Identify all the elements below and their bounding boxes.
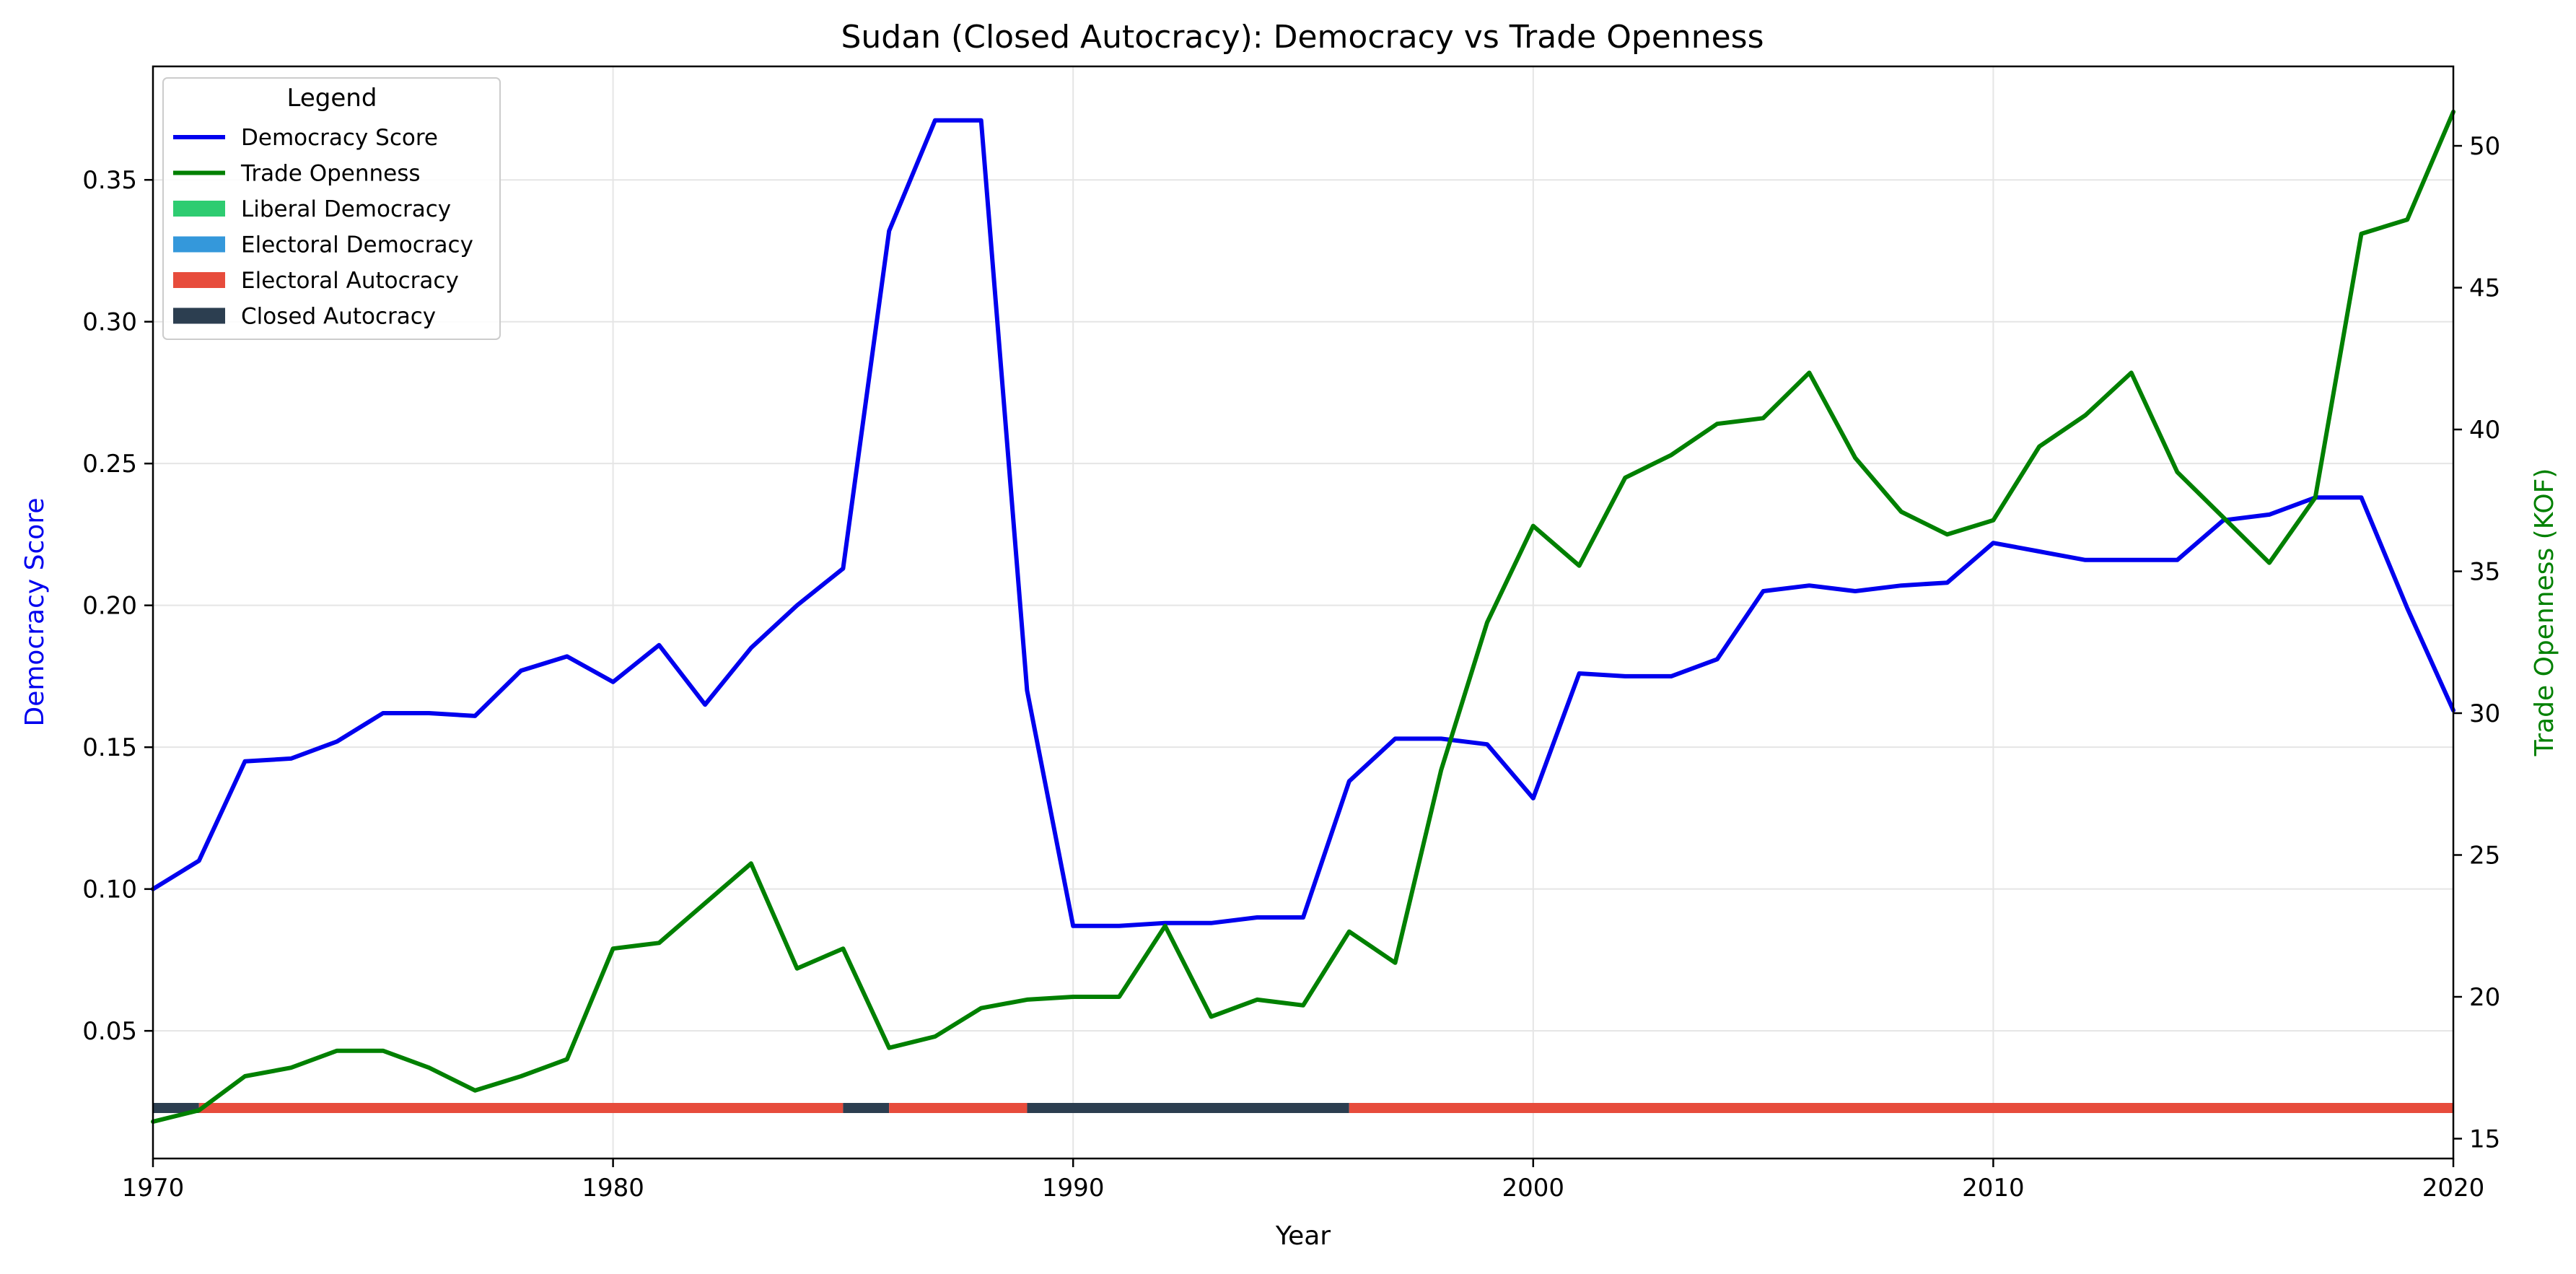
legend-swatch-patch [173,201,225,217]
trade-openness-line [151,109,2455,1124]
x-tick-label: 1970 [122,1174,185,1203]
grid [152,66,2454,1159]
y-right-tick-label: 30 [2469,699,2500,728]
chart-title: Sudan (Closed Autocracy): Democracy vs T… [841,19,1764,56]
legend-label: Closed Autocracy [241,304,436,330]
y-left-tick-label: 0.20 [82,592,137,621]
y-right-tick-label: 20 [2469,983,2500,1012]
regime-band [843,1103,890,1113]
y-axis-right-title: Trade Openness (KOF) [2530,468,2559,757]
y-right-tick-label: 40 [2469,416,2500,445]
y-right-tick-label: 45 [2469,274,2500,303]
y-axis-left: 0.05 0.10 0.15 0.20 0.25 0.30 0.35 [82,166,153,1046]
legend-label: Electoral Democracy [241,232,473,258]
x-tick-label: 1990 [1042,1174,1105,1203]
y-left-tick-label: 0.10 [82,876,137,904]
y-left-tick-label: 0.35 [82,166,137,195]
regime-band [198,1103,844,1113]
x-tick-label: 2010 [1962,1174,2025,1203]
y-axis-left-title: Democracy Score [20,498,50,727]
x-tick-label: 2020 [2422,1174,2485,1203]
series-lines [151,109,2455,1124]
legend-swatch-patch [173,307,225,324]
legend-title: Legend [287,84,377,113]
democracy-score-line [151,118,2455,928]
legend-swatch-patch [173,272,225,288]
regime-bands [153,1103,2453,1113]
regime-band [1027,1103,1349,1113]
plot-frame [152,65,2455,1160]
y-axis-right: 15 20 25 30 35 40 45 50 [2453,132,2500,1153]
regime-band [889,1103,1028,1113]
y-left-tick-label: 0.30 [82,308,137,337]
regime-band [1349,1103,2453,1113]
y-right-tick-label: 15 [2469,1125,2500,1153]
regime-band [153,1103,199,1113]
x-tick-label: 1980 [582,1174,644,1203]
legend-label: Trade Openness [240,161,421,187]
y-right-tick-label: 25 [2469,842,2500,871]
legend-label: Liberal Democracy [241,196,451,222]
legend-box [162,77,501,340]
y-left-tick-label: 0.15 [82,733,137,762]
legend-swatch-patch [173,236,225,253]
legend: Legend Democracy Score Trade Openness Libe… [162,77,501,340]
y-left-tick-label: 0.25 [82,450,137,479]
y-left-tick-label: 0.05 [82,1017,137,1046]
legend-label: Democracy Score [241,125,438,151]
legend-label: Electoral Autocracy [241,268,459,294]
x-tick-label: 2000 [1502,1174,1565,1203]
y-right-tick-label: 35 [2469,558,2500,587]
y-right-tick-label: 50 [2469,132,2500,161]
x-axis: 1970 1980 1990 2000 2010 2020 [122,1159,2485,1203]
x-axis-title: Year [1275,1221,1331,1251]
